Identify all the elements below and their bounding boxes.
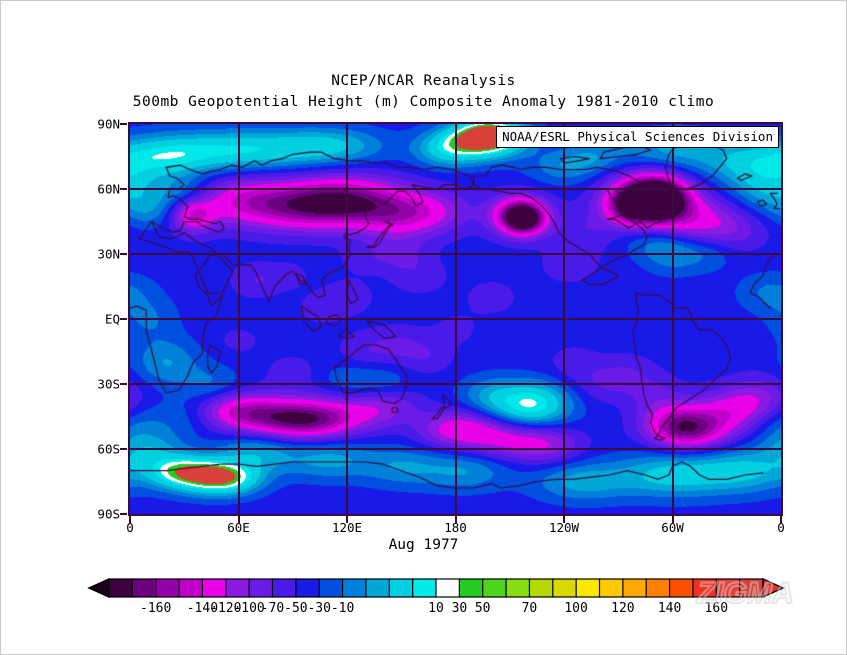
longitude-gridline <box>237 124 240 514</box>
y-axis-label-60S: 60S <box>97 441 120 457</box>
y-axis-tick <box>120 123 127 125</box>
map-plot-area: NOAA/ESRL Physical Sciences Division <box>128 122 783 516</box>
x-axis-tick <box>346 516 348 523</box>
date-caption: Aug 1977 <box>388 537 459 553</box>
colorbar-tick-140: 140 <box>657 601 682 616</box>
y-axis-label-30N: 30N <box>97 246 120 262</box>
x-axis-tick <box>780 516 782 523</box>
noaa-credit-label: NOAA/ESRL Physical Sciences Division <box>496 126 779 148</box>
colorbar-swatch <box>552 578 578 598</box>
colorbar-swatch <box>598 578 624 598</box>
x-axis-label-0: 0 <box>126 520 134 535</box>
y-axis-tick <box>120 318 127 320</box>
colorbar-swatch <box>225 578 251 598</box>
y-axis-tick <box>120 513 127 515</box>
y-axis-tick <box>120 383 127 385</box>
colorbar-swatch <box>435 578 461 598</box>
x-axis-label-120E: 120E <box>331 520 363 535</box>
x-axis-label-180: 180 <box>444 520 467 535</box>
colorbar-swatch <box>412 578 438 598</box>
colorbar-swatch <box>341 578 367 598</box>
colorbar-swatch <box>575 578 601 598</box>
colorbar-tick--70: -70 <box>260 601 285 616</box>
x-axis-label-120W: 120W <box>548 520 580 535</box>
y-axis-label-60N: 60N <box>97 181 120 197</box>
colorbar-swatch <box>645 578 671 598</box>
colorbar-swatch <box>155 578 181 598</box>
longitude-gridline <box>671 124 674 514</box>
colorbar-tick-160: 160 <box>704 601 729 616</box>
colorbar-tick-30: 30 <box>451 601 468 616</box>
y-axis-label-90S: 90S <box>97 506 120 522</box>
colorbar-tick-70: 70 <box>521 601 538 616</box>
y-axis-tick <box>120 448 127 450</box>
colorbar-swatch <box>108 578 134 598</box>
colorbar-extend-high <box>762 577 785 599</box>
colorbar-tick--160: -160 <box>140 601 172 616</box>
colorbar-swatch <box>295 578 321 598</box>
y-axis-tick <box>120 253 127 255</box>
colorbar-swatch <box>692 578 718 598</box>
colorbar-swatch <box>365 578 391 598</box>
colorbar-swatch <box>505 578 531 598</box>
x-axis-tick <box>671 516 674 523</box>
colorbar-swatch <box>318 578 344 598</box>
colorbar-swatch <box>739 578 765 598</box>
colorbar-swatch <box>201 578 227 598</box>
colorbar-swatch <box>271 578 297 598</box>
colorbar-extend-low <box>87 577 110 599</box>
figure-title-dataset: NCEP/NCAR Reanalysis <box>331 73 516 89</box>
longitude-gridline <box>563 124 565 514</box>
colorbar-tick--120: -120 <box>210 601 242 616</box>
colorbar-swatch <box>482 578 508 598</box>
colorbar-swatch <box>388 578 414 598</box>
x-axis-label-0: 0 <box>777 520 785 535</box>
colorbar-tick--50: -50 <box>284 601 308 616</box>
colorbar-swatch <box>248 578 274 598</box>
y-axis-label-EQ: EQ <box>104 311 120 327</box>
figure-title-variable: 500mb Geopotential Height (m) Composite … <box>132 94 715 110</box>
longitude-gridline <box>346 124 348 514</box>
y-axis-label-30S: 30S <box>97 376 120 392</box>
x-axis-tick <box>129 516 131 523</box>
colorbar-swatch <box>715 578 741 598</box>
x-axis-tick <box>563 516 565 523</box>
colorbar-swatch <box>668 578 694 598</box>
colorbar-tick-100: 100 <box>564 601 588 616</box>
colorbar-swatch <box>178 578 204 598</box>
colorbar: -160 -140 -120 -100 -70 -50 -30 -10 10 30 50 70 100 1… <box>1 573 847 633</box>
colorbar-swatch <box>622 578 648 598</box>
colorbar-tick-50: 50 <box>474 601 491 616</box>
x-axis-label-60W: 60W <box>661 520 684 535</box>
colorbar-tick--30: -30 <box>307 601 331 616</box>
colorbar-swatches <box>87 577 785 599</box>
colorbar-tick--10: -10 <box>330 601 355 616</box>
longitude-gridline <box>454 124 457 514</box>
colorbar-tick-120: 120 <box>611 601 635 616</box>
colorbar-swatch <box>528 578 554 598</box>
colorbar-swatch <box>458 578 484 598</box>
y-axis-label-90N: 90N <box>97 116 120 132</box>
x-axis-tick <box>454 516 457 523</box>
x-axis-tick <box>237 516 240 523</box>
colorbar-tick-10: 10 <box>428 601 444 616</box>
y-axis-tick <box>120 188 127 190</box>
colorbar-swatch <box>131 578 157 598</box>
colorbar-tick--100: -100 <box>233 601 265 616</box>
x-axis-label-60E: 60E <box>227 520 250 535</box>
colorbar-tick--140: -140 <box>186 601 219 616</box>
